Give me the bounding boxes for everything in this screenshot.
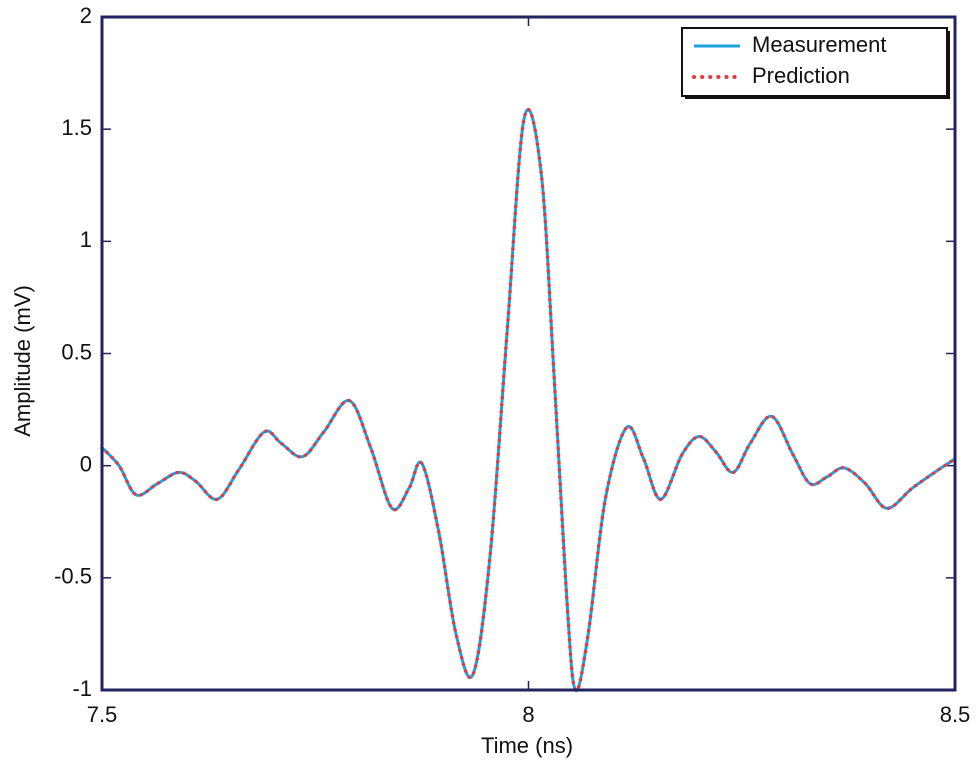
y-tick-label: -0.5 (54, 564, 92, 589)
y-tick-label: 1 (80, 227, 92, 252)
y-tick-label: 2 (80, 3, 92, 28)
plot-frame (100, 15, 957, 692)
y-tick-label: -1 (72, 676, 92, 701)
y-tick-label: 0.5 (61, 339, 92, 364)
legend-label: Measurement (752, 32, 887, 57)
series-line (100, 108, 957, 693)
legend-shadow (947, 31, 950, 99)
x-tick-label: 8.5 (940, 702, 971, 727)
x-tick-label: 8 (522, 702, 534, 727)
legend-shadow (685, 96, 950, 99)
y-tick-label: 0 (80, 451, 92, 476)
legend-box (681, 27, 948, 97)
x-tick-label: 7.5 (87, 702, 118, 727)
y-tick-label: 1.5 (61, 115, 92, 140)
y-axis-label: Amplitude (mV) (10, 285, 35, 437)
legend-label: Prediction (752, 63, 850, 88)
x-axis-label: Time (ns) (481, 733, 573, 758)
